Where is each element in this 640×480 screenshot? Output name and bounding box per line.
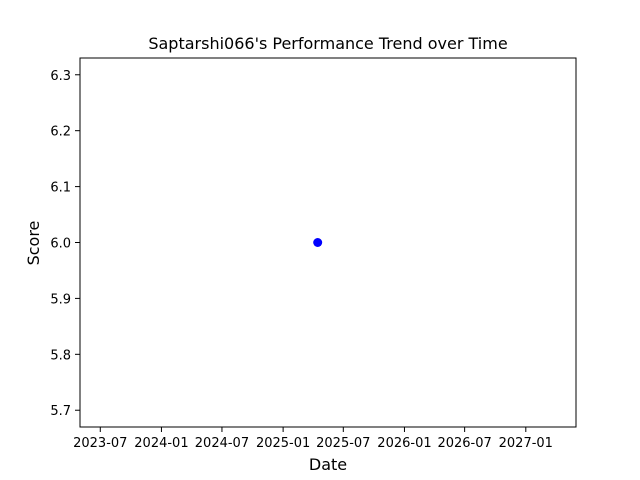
y-tick-label: 5.7: [50, 404, 71, 419]
x-axis-label: Date: [309, 455, 347, 474]
data-point: [313, 238, 323, 247]
x-tick-label: 2026-07: [437, 436, 491, 451]
chart-title: Saptarshi066's Performance Trend over Ti…: [148, 34, 507, 53]
y-tick-label: 5.9: [50, 292, 71, 307]
x-tick-label: 2024-01: [134, 436, 188, 451]
x-tick-label: 2025-07: [316, 436, 370, 451]
x-tick-label: 2025-01: [256, 436, 310, 451]
x-tick-label: 2027-01: [499, 436, 553, 451]
y-axis-label: Score: [24, 221, 43, 266]
y-tick-label: 6.1: [50, 181, 71, 196]
x-tick-label: 2024-07: [195, 436, 249, 451]
y-tick-label: 6.2: [50, 125, 71, 140]
plot-frame: [79, 57, 577, 428]
y-tick-label: 6.3: [50, 69, 71, 84]
y-tick-label: 5.8: [50, 348, 71, 363]
y-tick-label: 6.0: [50, 237, 71, 252]
x-tick-label: 2023-07: [73, 436, 127, 451]
data-points: [313, 238, 323, 247]
y-axis-ticks: 5.7 5.8 5.9 6.0 6.1 6.2 6.3: [50, 69, 80, 419]
x-axis-ticks: 2023-07 2024-01 2024-07 2025-01 2025-07 2026-…: [73, 427, 553, 451]
x-tick-label: 2026-01: [377, 436, 431, 451]
